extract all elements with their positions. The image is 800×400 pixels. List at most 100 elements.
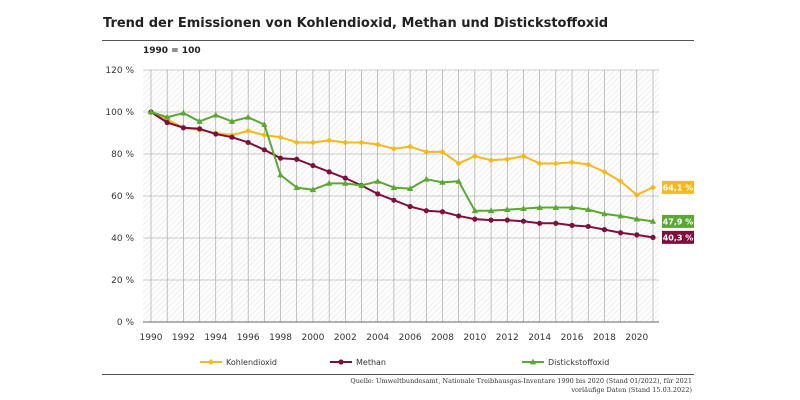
legend-label-distickstoffoxid: Distickstoffoxid [548,358,609,367]
point-kohlendioxid-2018 [601,168,608,175]
point-kohlendioxid-2007 [423,148,430,155]
point-methan-1998 [277,155,284,161]
x-tick-label: 2014 [528,333,551,343]
x-tick-label: 2012 [496,333,519,343]
point-kohlendioxid-2017 [585,161,592,168]
point-kohlendioxid-2012 [504,156,511,163]
point-distickstoffoxid-2015 [552,204,560,210]
point-distickstoffoxid-2017 [585,206,592,213]
point-kohlendioxid-2011 [488,157,495,164]
point-kohlendioxid-2006 [407,143,414,150]
point-methan-2007 [423,208,429,214]
y-tick-label: 20 % [111,276,134,286]
series-layer [147,108,657,240]
point-distickstoffoxid-2007 [423,175,430,182]
point-distickstoffoxid-1993 [196,118,203,124]
x-tick-label: 1996 [237,333,260,343]
bottom-divider [102,374,694,375]
point-methan-2021 [650,234,656,240]
point-distickstoffoxid-2012 [504,206,511,213]
point-distickstoffoxid-1992 [180,109,187,116]
point-methan-2000 [310,162,316,169]
point-distickstoffoxid-2003 [358,182,365,188]
y-tick-label: 60 % [111,192,134,202]
legend-label-methan: Methan [356,358,386,367]
point-distickstoffoxid-2011 [487,207,495,214]
point-methan-2019 [618,230,624,236]
point-kohlendioxid-2009 [455,160,462,167]
x-tick-label: 2010 [463,333,486,343]
legend-label-kohlendioxid: Kohlendioxid [226,358,277,367]
point-methan-2015 [553,220,559,226]
point-kohlendioxid-1997 [261,132,268,139]
point-distickstoffoxid-2021 [649,218,657,224]
point-methan-2008 [439,209,446,215]
point-distickstoffoxid-1997 [261,121,268,127]
point-kohlendioxid-2016 [569,159,576,166]
x-tick-label: 1992 [172,333,195,343]
series-line-distickstoffoxid [150,111,654,223]
point-kohlendioxid-2019 [617,178,624,185]
x-tick-label: 1990 [140,333,163,343]
point-methan-1993 [196,126,203,132]
legend-marker-distickstoffoxid [529,358,537,365]
point-distickstoffoxid-2016 [568,204,576,210]
x-tick-label: 2016 [561,333,584,343]
point-methan-2005 [391,197,397,203]
point-distickstoffoxid-1995 [228,118,236,124]
point-methan-2013 [520,218,527,224]
x-tick-label: 2020 [625,333,648,343]
x-tick-label: 2000 [301,333,324,343]
point-kohlendioxid-2004 [374,141,381,148]
point-distickstoffoxid-2020 [633,215,641,222]
x-tick-label: 2006 [399,333,422,343]
point-distickstoffoxid-1991 [163,113,171,120]
end-label-box-methan [662,230,694,244]
point-distickstoffoxid-2000 [309,186,317,193]
point-distickstoffoxid-1996 [244,113,252,120]
point-kohlendioxid-2008 [439,148,446,155]
end-value-labels: 64,1 % 47,9 % 40,3 % [662,180,694,244]
point-kohlendioxid-2002 [342,139,349,146]
point-kohlendioxid-2001 [326,137,333,144]
base-year-note: 1990 = 100 [143,46,201,56]
point-distickstoffoxid-1999 [293,184,300,190]
point-distickstoffoxid-2018 [601,210,608,217]
x-tick-label: 2004 [366,333,389,343]
y-tick-label: 0 % [117,318,135,328]
point-distickstoffoxid-2019 [617,212,624,219]
point-kohlendioxid-2020 [633,191,640,198]
x-tick-label: 1998 [269,333,292,343]
point-distickstoffoxid-2008 [439,178,446,185]
point-kohlendioxid-2015 [552,160,559,167]
y-tick-label: 120 % [105,66,134,76]
point-kohlendioxid-2013 [520,153,527,160]
source-line-2: vorläufige Daten (Stand 15.03.2022) [571,386,692,394]
y-axis-labels: 0 % 20 % 40 % 60 % 80 % 100 % 120 % [105,66,134,328]
end-label-box-distickstoffoxid [662,214,694,228]
point-distickstoffoxid-2013 [520,205,527,211]
point-distickstoffoxid-1990 [147,108,155,115]
legend: Kohlendioxid Methan Distickstoffoxid [200,358,609,367]
series-line-methan [150,111,654,239]
y-tick-label: 80 % [111,150,134,160]
point-methan-1991 [164,119,170,126]
y-tick-label: 40 % [111,234,134,244]
x-tick-label: 2018 [593,333,616,343]
x-tick-label: 2002 [334,333,357,343]
point-kohlendioxid-2010 [471,153,478,160]
point-methan-1996 [245,139,251,146]
point-methan-2018 [601,227,608,233]
point-methan-1999 [294,156,300,162]
x-tick-label: 1994 [204,333,227,343]
end-label-box-kohlendioxid [662,180,694,194]
end-label-kohlendioxid: 64,1 % [663,183,694,192]
point-methan-2012 [504,217,510,223]
point-kohlendioxid-2003 [358,139,365,146]
point-methan-1992 [180,125,186,131]
point-methan-1997 [261,147,267,153]
point-methan-2020 [634,232,640,238]
point-kohlendioxid-2014 [536,160,543,167]
end-label-methan: 40,3 % [663,233,694,242]
point-methan-2016 [569,222,575,228]
